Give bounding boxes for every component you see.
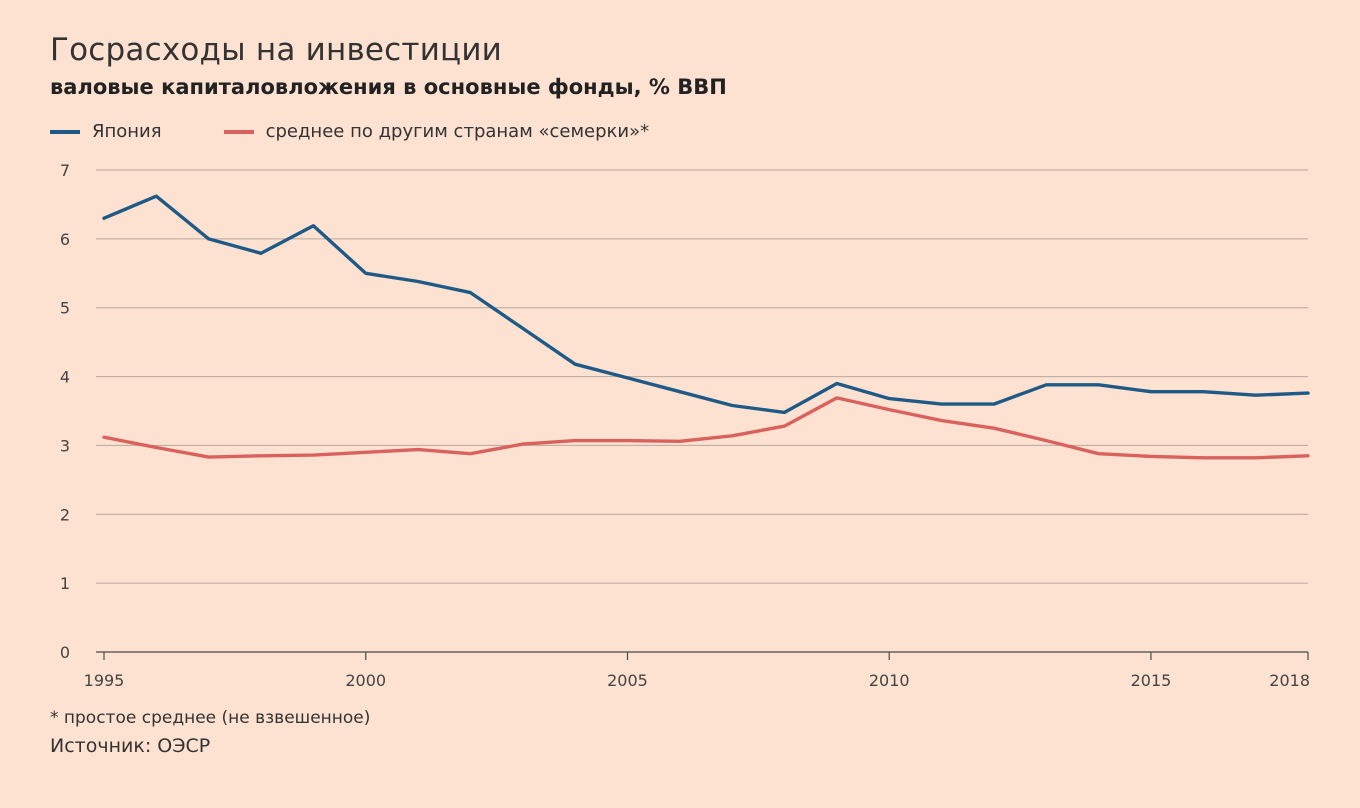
x-tick-label-1995: 1995 (84, 671, 125, 690)
y-tick-label-7: 7 (60, 161, 70, 180)
y-tick-label-2: 2 (60, 505, 70, 524)
y-axis-tick-labels: 0 1 2 3 4 5 6 7 (60, 161, 70, 662)
y-tick-label-4: 4 (60, 368, 70, 387)
x-axis (96, 651, 1309, 660)
gridlines (96, 169, 1308, 584)
legend-item-japan: Япония (50, 121, 162, 142)
x-tick-label-2018: 2018 (1269, 671, 1310, 690)
legend-item-g7-average: среднее по другим странам «семерки»* (223, 121, 650, 142)
x-tick-label-2005: 2005 (607, 671, 648, 690)
series-lines (102, 194, 1310, 460)
x-axis-tick-labels: 1995 2000 2005 2010 2015 2018 (84, 671, 1310, 690)
legend: Япония среднее по другим странам «семерк… (50, 121, 711, 142)
y-tick-label-3: 3 (60, 436, 70, 455)
y-tick-label-0: 0 (60, 643, 70, 662)
legend-swatch-japan (50, 129, 80, 134)
footnote: * простое среднее (не взвешенное) (50, 708, 371, 728)
source-note: Источник: ОЭСР (50, 735, 211, 757)
legend-swatch-g7-average (223, 129, 254, 134)
x-tick-label-2010: 2010 (869, 671, 910, 690)
y-tick-label-1: 1 (60, 574, 70, 593)
y-tick-label-6: 6 (60, 230, 70, 249)
y-tick-label-5: 5 (60, 299, 70, 318)
chart-title: Госрасходы на инвестиции (50, 32, 503, 68)
series-line-g7-average (102, 396, 1310, 460)
legend-label-japan: Япония (92, 121, 162, 142)
x-tick-label-2015: 2015 (1131, 671, 1172, 690)
legend-label-g7-average: среднее по другим странам «семерки»* (265, 121, 650, 142)
series-line-japan (102, 194, 1310, 415)
x-tick-label-2000: 2000 (345, 671, 386, 690)
chart-subtitle: валовые капиталовложения в основные фонд… (50, 75, 727, 99)
